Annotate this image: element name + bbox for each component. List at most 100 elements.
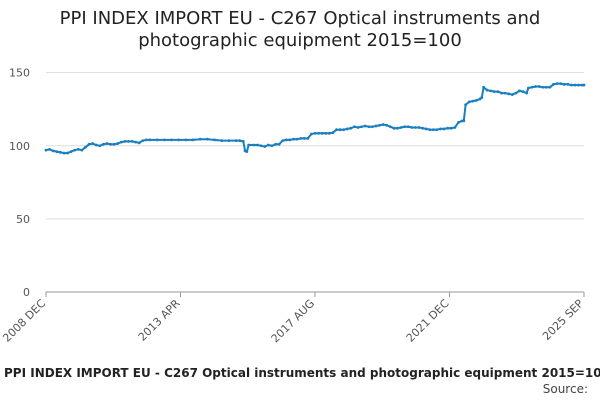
chart-title: PPI INDEX IMPORT EU - C267 Optical instr… — [60, 8, 541, 51]
data-point — [353, 125, 356, 129]
data-point — [145, 138, 148, 142]
data-point — [381, 123, 385, 126]
data-point — [69, 150, 73, 154]
data-point — [500, 91, 503, 95]
data-point — [510, 93, 514, 96]
data-point — [562, 82, 566, 86]
data-point — [338, 128, 342, 132]
data-point — [335, 128, 338, 132]
data-point — [299, 137, 303, 140]
data-point — [227, 139, 231, 143]
data-point — [537, 85, 541, 88]
data-point — [66, 151, 69, 155]
data-point — [378, 123, 381, 127]
data-point — [220, 139, 224, 143]
data-point — [245, 150, 249, 154]
series-line — [45, 82, 584, 155]
data-point — [417, 126, 421, 129]
data-point — [582, 83, 586, 87]
data-point — [449, 126, 453, 130]
data-point — [247, 143, 251, 147]
data-point — [170, 138, 173, 142]
data-point — [84, 145, 87, 149]
data-point — [162, 138, 166, 142]
data-point — [105, 142, 109, 145]
data-point — [277, 142, 281, 146]
chart-title-line-1: PPI INDEX IMPORT EU - C267 Optical instr… — [60, 8, 541, 29]
data-point — [259, 144, 263, 148]
data-point — [327, 131, 331, 135]
y-tick-label: 0 — [23, 286, 30, 299]
data-point — [360, 125, 364, 129]
source-label: Source: — [542, 382, 588, 396]
data-point — [238, 139, 242, 143]
data-point — [130, 139, 134, 143]
data-point — [324, 131, 328, 135]
data-point — [48, 148, 51, 151]
data-point — [87, 142, 91, 146]
data-point — [320, 131, 324, 135]
data-point — [570, 83, 573, 87]
data-point — [431, 128, 435, 132]
data-point — [331, 131, 335, 134]
data-point — [80, 148, 84, 152]
data-point — [206, 137, 209, 141]
data-point — [281, 139, 285, 143]
data-point — [534, 85, 537, 88]
data-point — [367, 125, 371, 129]
y-tick-label: 100 — [9, 140, 30, 153]
data-point — [428, 128, 432, 132]
data-point — [241, 139, 245, 143]
data-point — [475, 99, 478, 102]
data-point — [284, 138, 288, 142]
data-point — [363, 124, 367, 128]
data-point — [256, 143, 260, 147]
data-point — [496, 90, 500, 94]
data-point — [492, 90, 496, 94]
data-point — [198, 137, 202, 141]
data-point — [573, 83, 577, 87]
data-point — [234, 139, 238, 143]
data-point — [446, 126, 450, 130]
data-point — [518, 89, 521, 93]
data-point — [552, 82, 555, 86]
data-point — [471, 99, 475, 103]
data-point — [442, 127, 446, 131]
data-point — [566, 82, 570, 86]
x-tick-label: 2008 DEC — [0, 297, 48, 345]
data-point — [370, 125, 374, 129]
data-point — [123, 139, 127, 143]
data-point — [155, 138, 159, 142]
data-point — [527, 86, 530, 90]
data-point — [392, 126, 396, 130]
data-point — [76, 148, 80, 151]
data-point — [462, 119, 466, 123]
data-point — [127, 139, 130, 143]
data-point — [349, 126, 353, 130]
data-point — [388, 125, 392, 129]
data-point — [406, 125, 410, 129]
data-point — [91, 142, 95, 145]
chart-title-line-2: photographic equipment 2015=100 — [138, 30, 462, 51]
x-tick-label: 2021 DEC — [404, 297, 452, 345]
data-point — [184, 138, 188, 142]
y-tick-label: 150 — [9, 67, 30, 80]
data-point — [457, 120, 460, 124]
data-point — [439, 127, 442, 131]
data-point — [317, 131, 320, 135]
data-point — [266, 143, 270, 147]
data-point — [270, 144, 274, 148]
y-tick-label: 50 — [16, 213, 30, 226]
x-tick-label: 2013 APR — [136, 297, 183, 344]
data-point — [374, 124, 378, 128]
data-point — [482, 85, 485, 89]
data-point — [101, 142, 105, 146]
data-point — [177, 138, 181, 142]
data-point — [44, 148, 48, 152]
data-point — [116, 142, 120, 145]
data-point — [263, 145, 267, 148]
data-point — [453, 126, 457, 129]
data-point — [421, 126, 424, 130]
axes: 0 50 100 150 2008 DEC 2013 APR 2017 AUG 2021 DE… — [0, 67, 586, 346]
